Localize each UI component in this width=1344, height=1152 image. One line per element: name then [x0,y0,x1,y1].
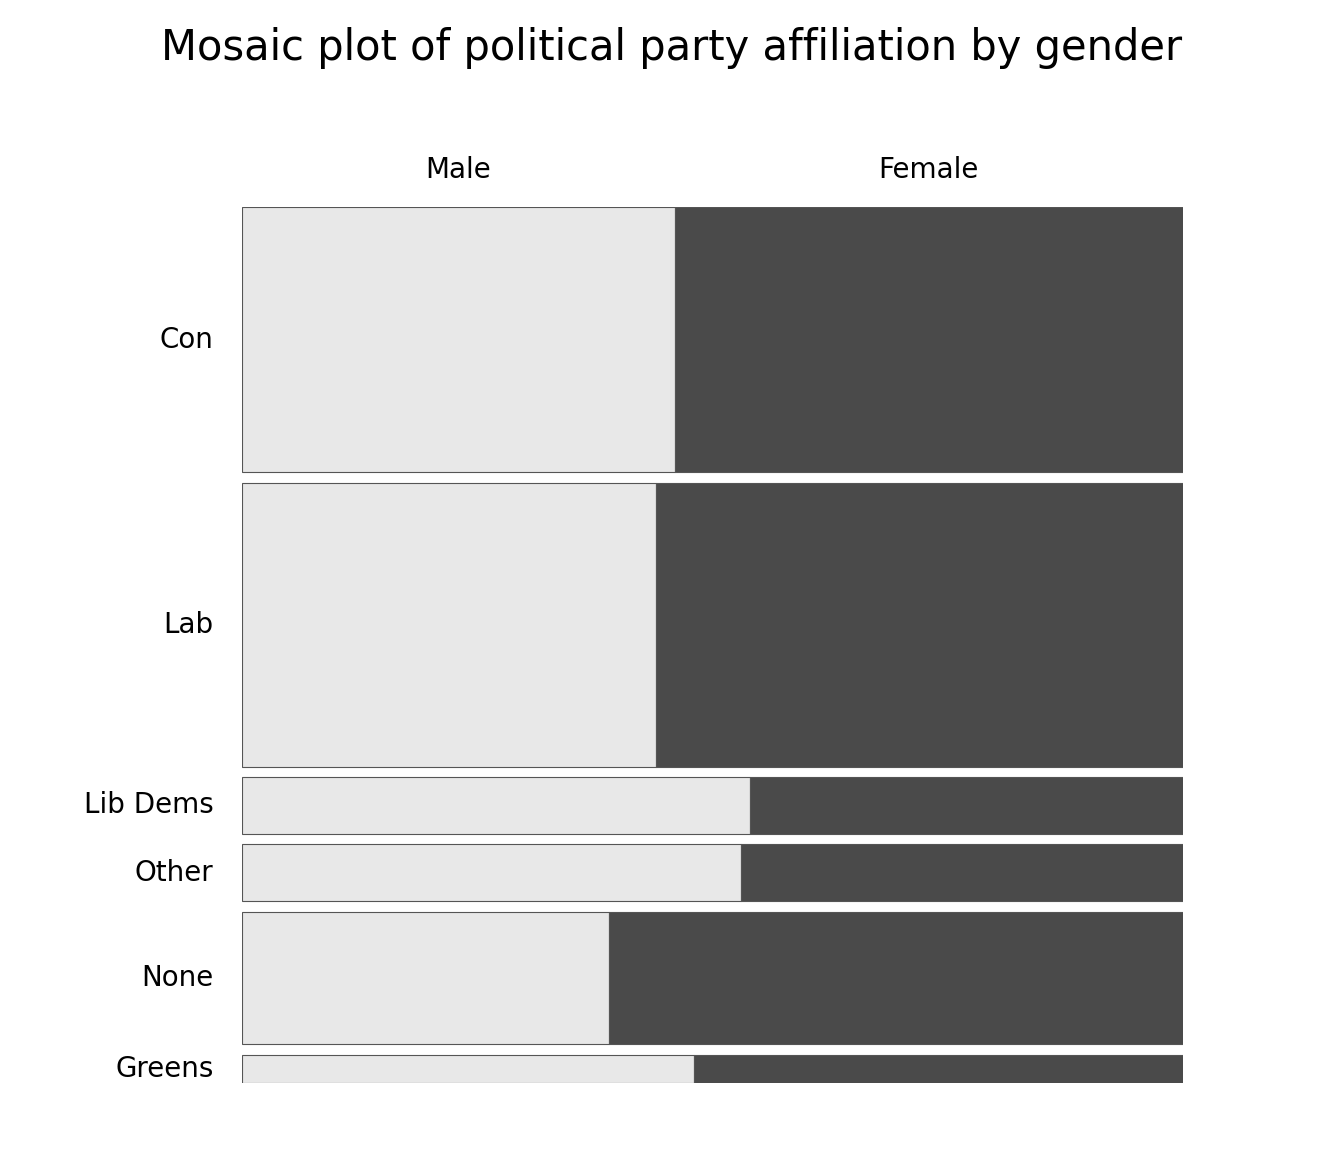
Bar [694,1054,1183,1083]
Bar [242,911,609,1044]
Text: Lib Dems: Lib Dems [83,791,214,819]
Text: Male: Male [426,157,491,184]
Text: Female: Female [879,157,978,184]
Bar [242,778,750,834]
Bar [242,844,741,901]
Bar [242,207,675,472]
Text: None: None [141,964,214,992]
Text: Mosaic plot of political party affiliation by gender: Mosaic plot of political party affiliati… [161,28,1183,69]
Bar [675,207,1183,472]
Bar [750,778,1183,834]
Bar [741,844,1183,901]
Bar [242,1054,694,1083]
Text: Other: Other [134,858,214,887]
Bar [242,483,656,766]
Text: Con: Con [160,326,214,354]
Bar [656,483,1183,766]
Bar [609,911,1183,1044]
Text: Greens: Greens [116,1055,214,1083]
Text: Lab: Lab [164,611,214,638]
